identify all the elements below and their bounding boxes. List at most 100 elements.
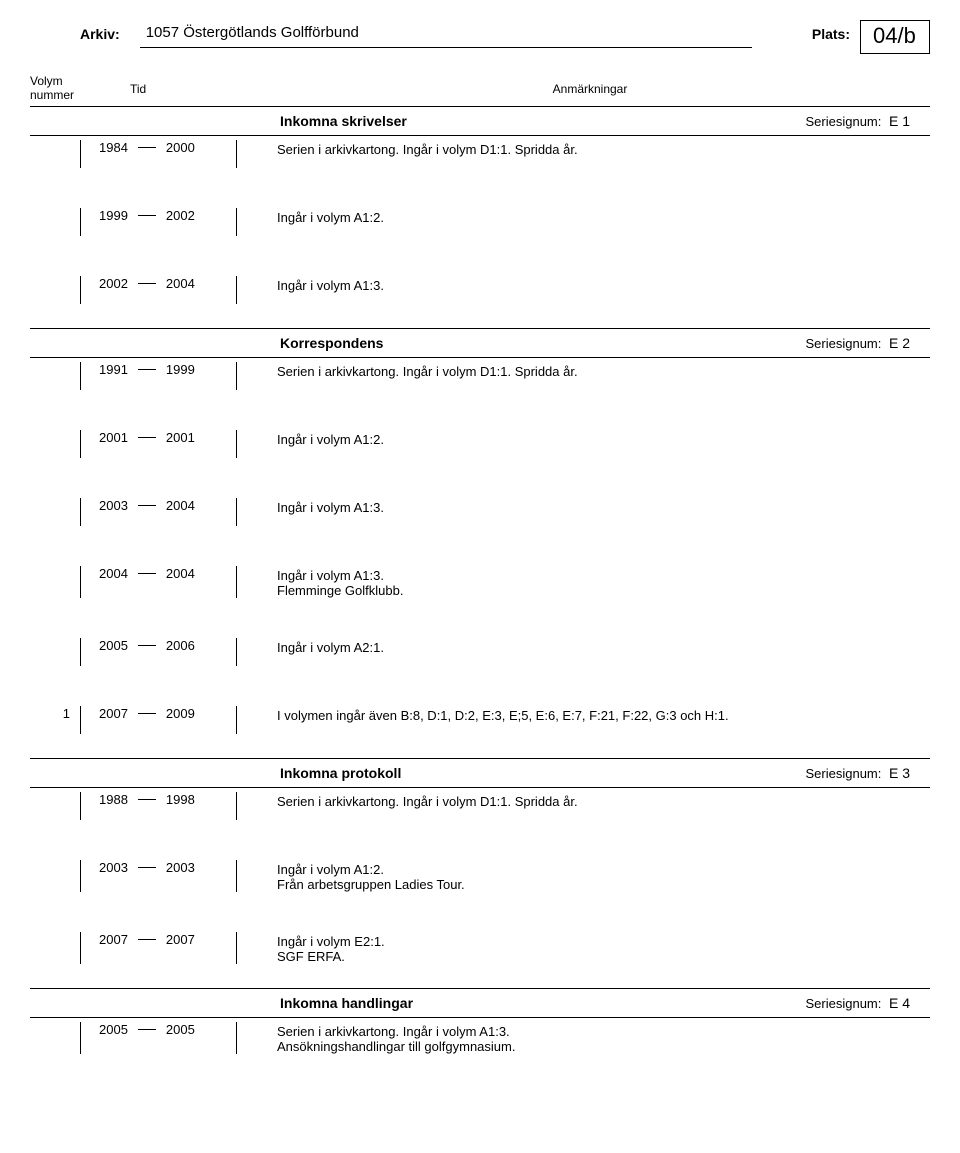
year-dash (138, 369, 156, 370)
entry-row: 2002 2004 Ingår i volym A1:3. (30, 272, 930, 308)
entry-remarks: Serien i arkivkartong. Ingår i volym A1:… (237, 1022, 930, 1054)
year-from: 2004 (99, 566, 128, 581)
col-anm: Anmärkningar (250, 74, 930, 102)
series-signum: Seriesignum: E 1 (806, 113, 911, 129)
year-dash (138, 867, 156, 868)
year-dash (138, 1029, 156, 1030)
entry-remarks: Ingår i volym A1:2. (237, 430, 930, 447)
entry-remarks: Ingår i volym A1:2. (237, 208, 930, 225)
entry-years: 20052005 (81, 1022, 236, 1037)
entry-years: 2004 2004 (81, 566, 236, 581)
entry-remarks: Ingår i volym A2:1. (237, 638, 930, 655)
spacer (30, 530, 930, 562)
year-dash (138, 437, 156, 438)
spacer (30, 824, 930, 856)
col-volym-l1: Volym (30, 74, 63, 88)
year-dash (138, 799, 156, 800)
year-to: 2004 (166, 498, 195, 513)
entry-remarks: I volymen ingår även B:8, D:1, D:2, E:3,… (237, 706, 930, 723)
remark-line: Ingår i volym A1:2. (277, 210, 930, 225)
entry-row: 20042004Ingår i volym A1:3.Flemminge Gol… (30, 562, 930, 602)
spacer (30, 394, 930, 426)
year-to: 2006 (166, 638, 195, 653)
series-signum-value: E 4 (889, 995, 910, 1011)
entry-remarks: Ingår i volym A1:3. (237, 276, 930, 293)
column-headers: Volym nummer Tid Anmärkningar (30, 74, 930, 102)
entry-years: 19842000 (81, 140, 236, 155)
series-title: Inkomna protokoll (280, 765, 806, 781)
plats-value: 04/b (860, 20, 930, 54)
year-from: 2003 (99, 860, 128, 875)
year-dash (138, 215, 156, 216)
entry-row: 2003 2003 Ingår i volym A1:2.Från arbetsgr… (30, 856, 930, 896)
year-from: 2007 (99, 706, 128, 721)
spacer (30, 240, 930, 272)
entry-row: 20012001Ingår i volym A1:2. (30, 426, 930, 462)
remark-line: Ingår i volym A1:3. (277, 500, 930, 515)
spacer (30, 670, 930, 702)
year-from: 2002 (99, 276, 128, 291)
col-volym-l2: nummer (30, 88, 74, 102)
entry-remarks: Ingår i volym A1:3. (237, 498, 930, 515)
entry-row: 20072007Ingår i volym E2:1.SGF ERFA. (30, 928, 930, 968)
entry-years: 2002 2004 (81, 276, 236, 291)
year-from: 2005 (99, 638, 128, 653)
entry-row: 19842000 Serien i arkivkartong. Ingår i v… (30, 136, 930, 172)
header-row: Arkiv: 1057 Östergötlands Golfförbund Pl… (30, 20, 930, 54)
spacer (30, 462, 930, 494)
year-dash (138, 939, 156, 940)
year-from: 2003 (99, 498, 128, 513)
remark-line: Ingår i volym A1:3. (277, 278, 930, 293)
entry-remarks: Serien i arkivkartong. Ingår i volym D1:… (237, 140, 930, 157)
series-header: KorrespondensSeriesignum: E 2 (30, 328, 930, 358)
section-gap (30, 1058, 930, 1078)
series-header: Inkomna skrivelserSeriesignum: E 1 (30, 106, 930, 136)
series-signum: Seriesignum: E 4 (806, 995, 911, 1011)
remark-line: Serien i arkivkartong. Ingår i volym D1:… (277, 142, 930, 157)
series-title: Korrespondens (280, 335, 806, 351)
remark-line: I volymen ingår även B:8, D:1, D:2, E:3,… (277, 708, 930, 723)
arkiv-label: Arkiv: (80, 20, 120, 42)
section-gap (30, 968, 930, 988)
year-dash (138, 713, 156, 714)
year-dash (138, 645, 156, 646)
entry-years: 2005 2006 (81, 638, 236, 653)
spacer (30, 896, 930, 928)
entry-years: 2003 2003 (81, 860, 236, 875)
col-volym: Volym nummer (30, 74, 100, 102)
year-to: 2009 (166, 706, 195, 721)
spacer (30, 172, 930, 204)
entry-row: 20052005 Serien i arkivkartong. Ingår i v… (30, 1018, 930, 1058)
remark-line: Serien i arkivkartong. Ingår i volym D1:… (277, 794, 930, 809)
spacer (30, 602, 930, 634)
remark-line: Ingår i volym A2:1. (277, 640, 930, 655)
year-dash (138, 283, 156, 284)
entry-remarks: Serien i arkivkartong. Ingår i volym D1:… (237, 362, 930, 379)
year-to: 2003 (166, 860, 195, 875)
year-dash (138, 573, 156, 574)
remark-line: Från arbetsgruppen Ladies Tour. (277, 877, 930, 892)
series-title: Inkomna handlingar (280, 995, 806, 1011)
year-to: 1998 (166, 792, 195, 807)
year-from: 1991 (99, 362, 128, 377)
entry-remarks: Ingår i volym E2:1.SGF ERFA. (237, 932, 930, 964)
entry-years: 20072007 (81, 932, 236, 947)
entry-row: 1988 1998 Serien i arkivkartong. Ingår i v… (30, 788, 930, 824)
remark-line: Ingår i volym A1:2. (277, 862, 930, 877)
series-container: Inkomna skrivelserSeriesignum: E 1198420… (30, 106, 930, 1078)
entry-years: 1988 1998 (81, 792, 236, 807)
series-signum: Seriesignum: E 2 (806, 335, 911, 351)
remark-line: Serien i arkivkartong. Ingår i volym A1:… (277, 1024, 930, 1039)
year-from: 1988 (99, 792, 128, 807)
year-from: 2005 (99, 1022, 128, 1037)
series-signum-value: E 2 (889, 335, 910, 351)
entry-row: 1 2007 2009 I volymen ingår även B:8, D:1, … (30, 702, 930, 738)
year-to: 2004 (166, 566, 195, 581)
entry-num: 1 (30, 706, 80, 721)
year-to: 2004 (166, 276, 195, 291)
entry-years: 19992002 (81, 208, 236, 223)
section-gap (30, 308, 930, 328)
remark-line: Ingår i volym A1:3. (277, 568, 930, 583)
entry-years: 2003 2004 (81, 498, 236, 513)
year-to: 2002 (166, 208, 195, 223)
